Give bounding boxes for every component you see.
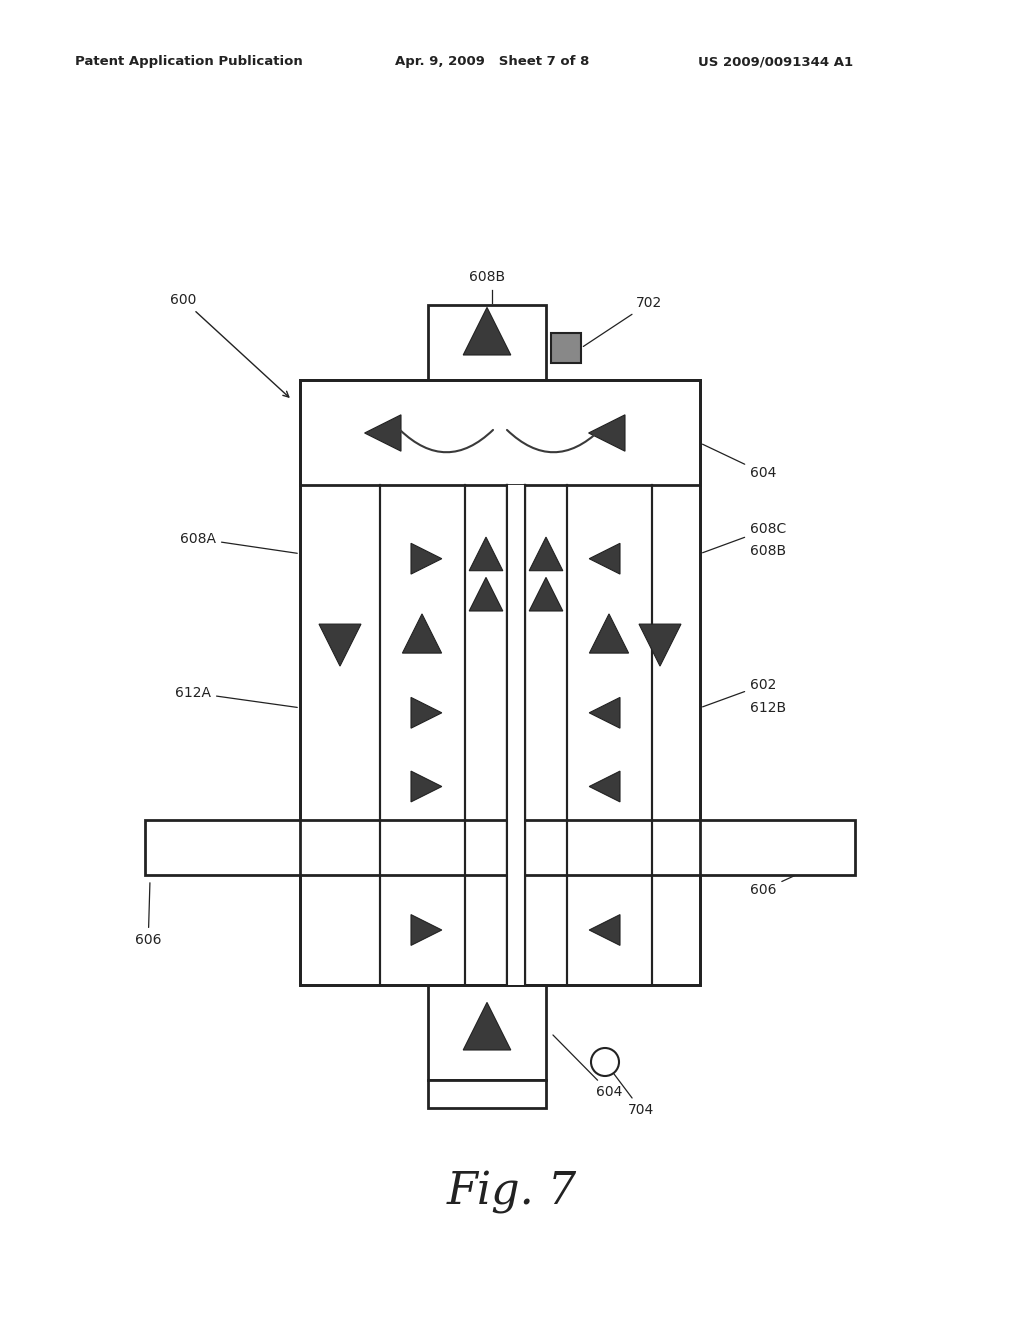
Text: US 2009/0091344 A1: US 2009/0091344 A1 xyxy=(698,55,853,69)
Text: 608C: 608C xyxy=(702,521,786,553)
Text: 612B: 612B xyxy=(750,701,786,715)
Text: 612A: 612A xyxy=(175,686,297,708)
Polygon shape xyxy=(463,1002,511,1049)
Text: 602: 602 xyxy=(702,677,776,706)
Bar xyxy=(428,305,546,380)
Polygon shape xyxy=(589,697,620,729)
Text: Patent Application Publication: Patent Application Publication xyxy=(75,55,303,69)
Text: 604: 604 xyxy=(702,445,776,480)
Polygon shape xyxy=(411,544,441,574)
Polygon shape xyxy=(589,915,620,945)
Polygon shape xyxy=(589,544,620,574)
Polygon shape xyxy=(529,577,563,611)
Bar xyxy=(428,985,546,1080)
Bar xyxy=(551,333,581,363)
Polygon shape xyxy=(469,577,503,611)
Polygon shape xyxy=(365,414,401,451)
Bar xyxy=(507,484,525,985)
Text: 600: 600 xyxy=(170,293,289,397)
Text: 608A: 608A xyxy=(180,532,297,553)
Polygon shape xyxy=(411,697,441,729)
Bar xyxy=(507,484,525,985)
Bar xyxy=(300,380,700,985)
Polygon shape xyxy=(463,308,511,355)
Polygon shape xyxy=(319,624,361,667)
Polygon shape xyxy=(411,771,441,801)
Text: 702: 702 xyxy=(584,296,663,346)
Text: 608B: 608B xyxy=(750,544,786,557)
Polygon shape xyxy=(529,537,563,570)
Bar xyxy=(145,820,855,875)
Bar xyxy=(428,1080,546,1107)
Text: 606: 606 xyxy=(750,849,852,898)
Polygon shape xyxy=(589,771,620,801)
Text: 606: 606 xyxy=(135,883,162,946)
Text: Fig. 7: Fig. 7 xyxy=(446,1171,578,1213)
Bar xyxy=(300,380,700,985)
Polygon shape xyxy=(469,537,503,570)
Polygon shape xyxy=(590,614,629,653)
Text: Apr. 9, 2009   Sheet 7 of 8: Apr. 9, 2009 Sheet 7 of 8 xyxy=(395,55,590,69)
Bar xyxy=(300,380,700,484)
Text: 608B: 608B xyxy=(469,271,505,284)
Polygon shape xyxy=(402,614,441,653)
Circle shape xyxy=(591,1048,618,1076)
Text: 604: 604 xyxy=(553,1035,623,1100)
Polygon shape xyxy=(639,624,681,667)
Polygon shape xyxy=(411,915,441,945)
Text: 704: 704 xyxy=(606,1064,654,1117)
Polygon shape xyxy=(589,414,625,451)
